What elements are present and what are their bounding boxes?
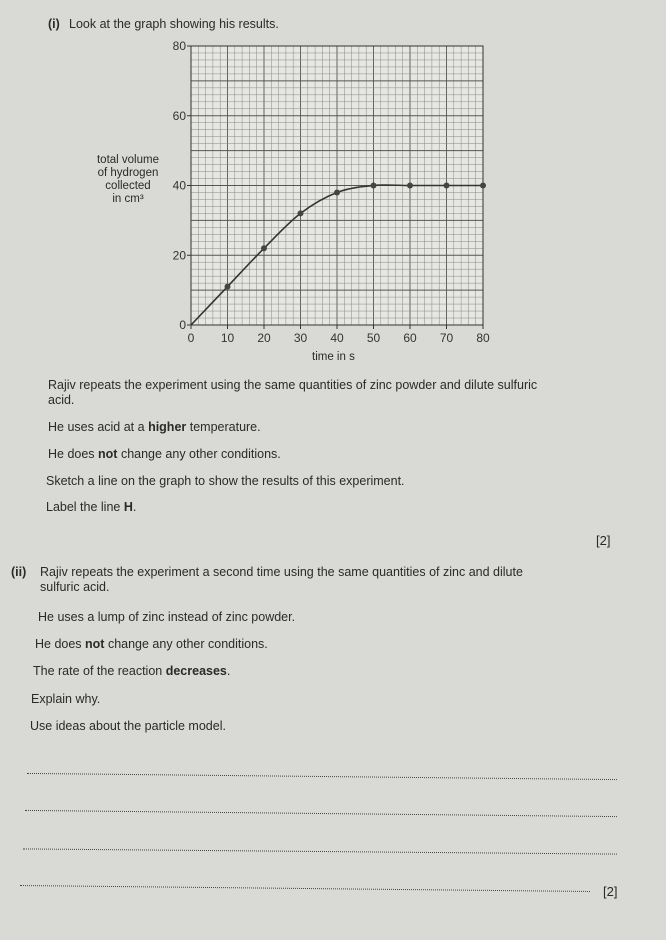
x-tick-label: 60 — [403, 331, 417, 345]
text: He does not change any other conditions. — [48, 447, 281, 461]
marks: [2] — [603, 884, 618, 899]
text: Explain why. — [31, 692, 101, 706]
x-tick-label: 50 — [367, 331, 381, 345]
part-i-label: (i) — [48, 17, 60, 31]
y-label-line: collected — [105, 180, 151, 192]
data-point — [480, 182, 486, 189]
x-tick-label: 30 — [294, 331, 308, 345]
y-tick-label: 40 — [173, 179, 187, 193]
y-label-line: total volume — [96, 154, 159, 166]
y-label-line: in cm³ — [112, 193, 144, 205]
x-tick-label: 40 — [330, 331, 344, 345]
y-label-line: of hydrogen — [97, 167, 159, 179]
x-tick-label: 20 — [257, 331, 271, 345]
answer-line[interactable] — [20, 885, 590, 892]
data-point — [297, 210, 304, 217]
text: Use ideas about the particle model. — [30, 719, 226, 733]
data-point — [370, 182, 377, 189]
text: The rate of the reaction decreases. — [33, 664, 231, 678]
y-tick-label: 80 — [173, 39, 187, 53]
text: Label the line H. — [46, 500, 137, 514]
data-point — [261, 245, 267, 252]
answer-line[interactable] — [27, 772, 617, 781]
data-point — [224, 283, 231, 290]
x-tick-label: 10 — [221, 331, 235, 345]
text: Sketch a line on the graph to show the r… — [46, 474, 405, 488]
y-axis-label: total volume of hydrogen collected in cm… — [88, 154, 168, 206]
results-graph[interactable]: 0 10 20 30 40 50 60 70 80 0 20 40 60 80 — [0, 0, 666, 380]
answer-line[interactable] — [25, 809, 617, 818]
answer-line[interactable] — [23, 848, 617, 855]
text: Rajiv repeats the experiment using the s… — [48, 378, 538, 392]
x-tick-label: 0 — [188, 331, 195, 345]
y-tick-label: 0 — [179, 318, 186, 332]
y-tick-label: 20 — [173, 248, 187, 262]
text: acid. — [48, 393, 75, 407]
y-tick-label: 60 — [173, 109, 187, 123]
text: He uses acid at a higher temperature. — [48, 420, 261, 434]
x-tick-label: 70 — [440, 331, 454, 345]
x-tick-label: 80 — [476, 331, 490, 345]
intro-text: Look at the graph showing his results. — [69, 17, 279, 31]
data-point — [407, 182, 413, 189]
data-point — [334, 189, 340, 196]
text: sulfuric acid. — [40, 580, 110, 594]
x-axis-label: time in s — [312, 351, 355, 363]
marks: [2] — [596, 533, 611, 548]
text: He does not change any other conditions. — [35, 637, 268, 651]
text: Rajiv repeats the experiment a second ti… — [40, 565, 523, 579]
text: He uses a lump of zinc instead of zinc p… — [38, 610, 296, 624]
part-ii-label: (ii) — [11, 565, 27, 579]
data-point — [443, 182, 450, 189]
